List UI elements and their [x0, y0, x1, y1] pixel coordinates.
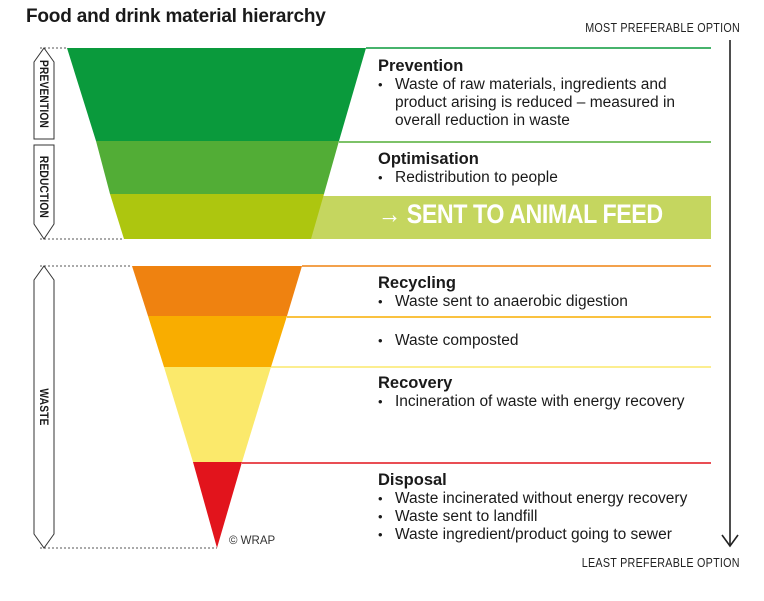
prevention-item-line-3: overall reduction in waste [378, 112, 718, 130]
reduction-bracket [33, 144, 55, 240]
prevention-item-line-2: product arising is reduced – measured in [378, 94, 718, 112]
recovery-item: Incineration of waste with energy recove… [378, 393, 718, 411]
waste-side-label: WASTE [37, 388, 51, 426]
recovery-heading: Recovery [378, 374, 453, 392]
disposal-item-2: Waste sent to landfill [378, 508, 718, 526]
disposal-block: Disposal Waste incinerated without energ… [378, 470, 718, 544]
recovery-segment [164, 367, 271, 462]
disposal-segment [193, 462, 242, 548]
composted-block: Waste composted [378, 332, 718, 350]
animal-feed-band [310, 196, 711, 239]
diagram-title: Food and drink material hierarchy [26, 6, 326, 27]
prevention-segment [67, 48, 366, 141]
reduction-side-label: REDUCTION [37, 155, 51, 219]
prevention-side-label: PREVENTION [37, 60, 51, 129]
waste-bracket [33, 265, 55, 549]
recovery-block: Recovery Incineration of waste with ener… [378, 373, 718, 411]
wrap-credit: © WRAP [229, 535, 276, 547]
prevention-heading: Prevention [378, 57, 464, 75]
animal-feed-segment [110, 194, 324, 239]
recycling-block: Recycling Waste sent to anaerobic digest… [378, 273, 718, 311]
least-preferable-label: LEAST PREFERABLE OPTION [581, 556, 740, 570]
optimisation-segment [96, 141, 339, 194]
disposal-item-1: Waste incinerated without energy recover… [378, 490, 718, 508]
preference-arrow-head [721, 534, 739, 548]
disposal-item-3: Waste ingredient/product going to sewer [378, 526, 718, 544]
composted-item: Waste composted [378, 332, 718, 350]
prevention-item-text-2: product arising is reduced – measured in [395, 94, 676, 111]
animal-feed-label: → SENT TO ANIMAL FEED [378, 199, 663, 229]
prevention-item: Waste of raw materials, ingredients and [378, 76, 718, 94]
recycling-heading: Recycling [378, 274, 456, 292]
disposal-heading: Disposal [378, 471, 447, 489]
composted-segment [148, 316, 287, 367]
recycling-segment [132, 266, 302, 316]
optimisation-block: Optimisation Redistribution to people [378, 149, 718, 187]
most-preferable-label: MOST PREFERABLE OPTION [585, 21, 740, 35]
recycling-item: Waste sent to anaerobic digestion [378, 293, 718, 311]
optimisation-item: Redistribution to people [378, 169, 718, 187]
optimisation-heading: Optimisation [378, 150, 479, 168]
prevention-bracket [33, 47, 55, 140]
prevention-item-text-3: overall reduction in waste [395, 112, 570, 129]
prevention-block: Prevention Waste of raw materials, ingre… [378, 56, 718, 130]
